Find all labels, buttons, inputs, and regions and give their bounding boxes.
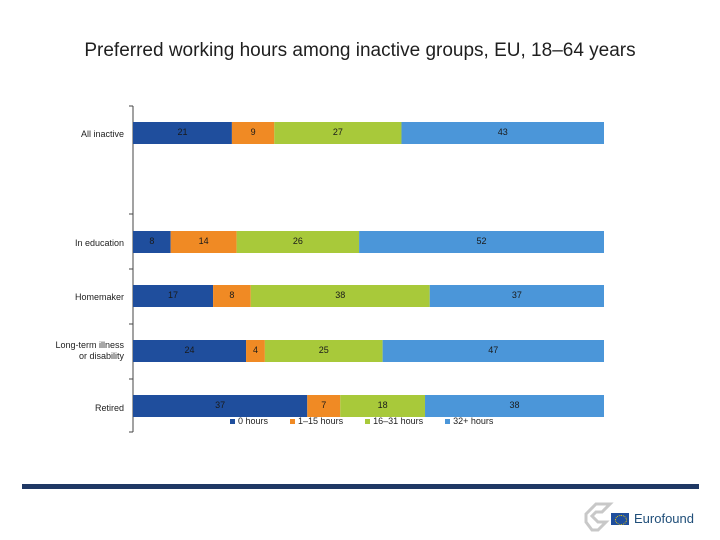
bar-segment [425,395,604,417]
legend-item-0-hours: 0 hours [230,416,268,426]
legend-swatch [365,418,371,424]
legend-label: 0 hours [238,416,269,426]
data-label: 27 [333,127,343,137]
data-label: 37 [215,400,225,410]
legend-label: 32+ hours [453,416,494,426]
bar-segment [264,340,383,362]
data-label: 8 [229,290,234,300]
data-label: 38 [510,400,520,410]
category-label-retired: Retired [94,403,124,413]
data-label: 37 [512,290,522,300]
data-label: 9 [251,127,256,137]
bar-segment [231,122,275,144]
eurofound-logo-icon [584,502,614,532]
data-label: 38 [335,290,345,300]
legend-swatch [445,418,451,424]
data-label: 18 [378,400,388,410]
bar-segment [236,231,360,253]
data-label: 8 [149,236,154,246]
bar-segment [307,395,341,417]
bar-segment [340,395,426,417]
legend-item-1-15-hours: 1–15 hours [290,416,343,426]
bar-segment [274,122,402,144]
bar-segment [401,122,604,144]
stacked-bar-chart: 21 9 27 43 8 14 26 52 17 8 38 37 24 4 25 47 37 7 18 38 [129,105,604,433]
bar-segment [213,285,251,307]
bar-segment [133,395,308,417]
data-label: 14 [199,236,209,246]
data-label: 7 [321,400,326,410]
data-label: 4 [253,345,258,355]
footer-divider [22,484,699,489]
legend-item-16-31-hours: 16–31 hours [365,416,423,426]
data-label: 17 [168,290,178,300]
data-label: 24 [185,345,195,355]
bar-segment [359,231,604,253]
legend-swatch [230,418,235,424]
data-label: 26 [293,236,303,246]
brand-name: Eurofound [634,511,694,526]
eu-stars-icon [615,515,627,525]
bar-segment [133,285,214,307]
bar-segment [246,340,265,362]
category-label-in-education: In education [74,238,124,248]
legend-swatch [290,418,296,424]
chart-title: Preferred working hours among inactive g… [84,40,636,61]
bar-segment [382,340,604,362]
data-label: 21 [177,127,187,137]
data-label: 52 [477,236,487,246]
bar-segment [170,231,237,253]
bar-segment [250,285,430,307]
category-label-long-term-illness: Long-term illness or disability [55,340,124,361]
legend-item-32-plus-hours: 32+ hours [445,416,493,426]
category-label-all-inactive: All inactive [80,129,124,139]
data-label: 47 [488,345,498,355]
bar-segment [133,340,247,362]
data-label: 43 [498,127,508,137]
category-label-homemaker: Homemaker [74,292,124,302]
bar-segment [429,285,604,307]
legend-label: 1–15 hours [298,416,344,426]
bar-segment [133,122,232,144]
bar-segment [133,231,171,253]
legend-label: 16–31 hours [373,416,424,426]
chart-legend: 0 hours 1–15 hours 16–31 hours 32+ hours [230,416,515,426]
data-label: 25 [319,345,329,355]
